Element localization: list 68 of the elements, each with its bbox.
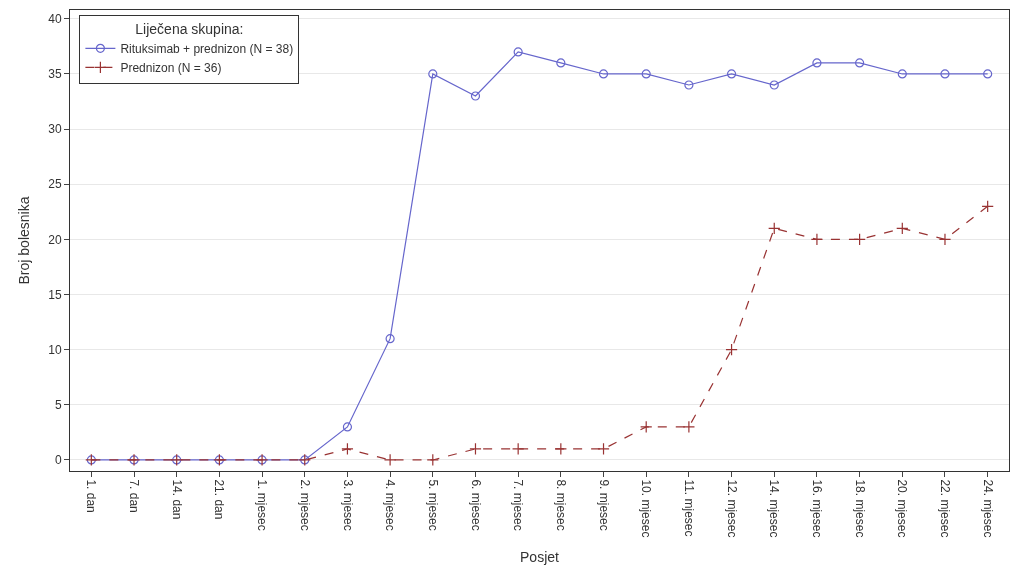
- x-tick-label: 21. dan: [212, 479, 227, 520]
- point: [341, 442, 354, 456]
- point: [897, 69, 907, 79]
- y-tick-label: 15: [48, 287, 62, 302]
- point: [981, 200, 994, 213]
- x-tick-label: 6. mjesec: [468, 479, 483, 531]
- point: [769, 80, 779, 90]
- x-tick-label: 4. mjesec: [383, 479, 398, 531]
- legend-label: Rituksimab + prednizon (N = 38): [120, 41, 294, 56]
- x-axis-title: Posjet: [520, 548, 560, 565]
- point: [513, 47, 523, 57]
- point: [641, 69, 651, 79]
- point: [470, 91, 481, 101]
- point: [428, 69, 438, 79]
- x-tick-label: 22. mjesec: [938, 479, 953, 538]
- point: [983, 69, 993, 79]
- x-tick-label: 1. mjesec: [255, 479, 270, 531]
- x-tick-label: 20. mjesec: [895, 479, 910, 538]
- point: [682, 420, 696, 434]
- legend-label: Prednizon (N = 36): [120, 60, 222, 75]
- point: [640, 420, 653, 434]
- x-tick-label: 10. mjesec: [639, 479, 654, 538]
- point: [725, 343, 738, 356]
- x-tick-label: 7. mjesec: [511, 479, 526, 531]
- point: [684, 80, 694, 90]
- point: [896, 222, 909, 235]
- x-tick-label: 11. mjesec: [681, 479, 696, 537]
- point: [469, 442, 482, 456]
- y-tick-label: 0: [54, 453, 62, 468]
- y-tick-label: 40: [48, 12, 62, 27]
- y-axis-title: Broj bolesnika: [15, 196, 32, 285]
- point: [597, 442, 610, 456]
- x-tick-label: 1. dan: [84, 479, 99, 513]
- point: [768, 222, 781, 235]
- x-tick-label: 2. mjesec: [297, 479, 312, 531]
- x-tick-label: 14. mjesec: [767, 479, 782, 538]
- point: [556, 58, 566, 68]
- x-tick-label: 24. mjesec: [980, 479, 995, 538]
- point: [385, 334, 395, 344]
- point: [810, 233, 824, 246]
- point: [726, 69, 737, 79]
- x-tick-label: 18. mjesec: [852, 479, 867, 538]
- point: [855, 58, 865, 68]
- x-tick-label: 14. dan: [169, 479, 184, 520]
- point: [938, 233, 952, 246]
- y-tick-label: 30: [48, 122, 62, 137]
- y-tick-label: 20: [48, 232, 62, 247]
- x-tick-label: 12. mjesec: [724, 479, 739, 538]
- x-tick-label: 5. mjesec: [425, 479, 440, 531]
- point: [383, 453, 397, 467]
- x-tick-label: 7. dan: [127, 479, 142, 513]
- x-tick-label: 3. mjesec: [340, 479, 355, 531]
- y-tick-label: 35: [48, 67, 62, 82]
- point: [426, 453, 439, 467]
- y-tick-label: 5: [54, 398, 62, 413]
- point: [598, 69, 609, 79]
- point: [511, 442, 525, 456]
- point: [342, 422, 353, 432]
- legend-title: Liječena skupina:: [135, 20, 244, 37]
- x-tick-label: 16. mjesec: [810, 479, 825, 538]
- point: [940, 69, 950, 79]
- y-tick-label: 10: [48, 342, 62, 357]
- x-tick-label: 8. mjesec: [553, 479, 568, 531]
- y-tick-label: 25: [48, 177, 62, 192]
- x-tick-label: 9. mjesec: [596, 479, 611, 531]
- point: [853, 233, 866, 246]
- point: [812, 58, 822, 68]
- point: [554, 442, 568, 456]
